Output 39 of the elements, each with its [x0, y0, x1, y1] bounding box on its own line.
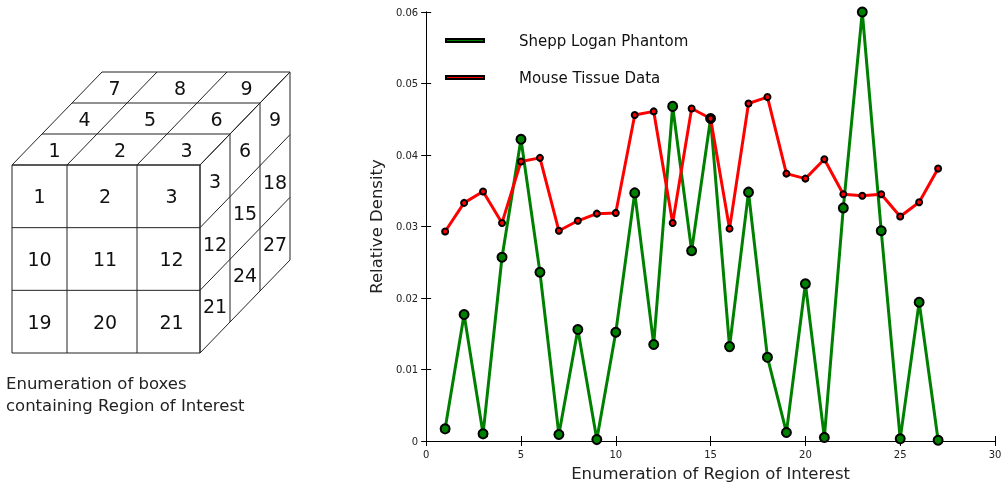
text: 15: [232, 201, 258, 224]
text: 18: [262, 170, 288, 193]
text: 1 2: [48, 138, 127, 161]
y-tick-label: 0.06: [395, 6, 419, 18]
text: 4 5: [78, 107, 157, 130]
text: 24: [232, 264, 258, 287]
text: 12: [202, 232, 228, 255]
y-tick-label: 0.02: [395, 292, 419, 304]
y-tick-label: 0: [411, 435, 419, 447]
x-axis-title: Enumeration of Region of Interest: [571, 464, 851, 483]
legend-label: Shepp Logan Phantom: [519, 31, 689, 50]
text: 3: [174, 138, 193, 161]
x-tick-label: 10: [609, 448, 623, 460]
x-tick-label: 25: [893, 448, 907, 460]
y-tick-label: 0.01: [395, 364, 419, 375]
text: 27: [262, 233, 288, 256]
y-tick-label: 0.04: [395, 149, 419, 161]
x-tick-label: 15: [704, 448, 717, 460]
text: 10 11: [27, 248, 118, 270]
text: Enumeration of boxes containing Region of Interest: [6, 373, 246, 417]
y-axis-title: Relative Density: [367, 159, 386, 294]
legend-label: Mouse Tissue Data: [519, 68, 661, 87]
y-tick-label: 0.03: [395, 221, 419, 232]
text: 6: [204, 107, 223, 130]
text: 19 20: [27, 310, 118, 333]
text: 9: [268, 107, 282, 130]
x-tick-label: 30: [988, 448, 1002, 460]
text: 12: [153, 248, 184, 270]
text: 21: [153, 310, 184, 333]
text: 1 2 3: [33, 185, 178, 208]
x-tick-label: 20: [799, 448, 812, 460]
x-tick-label: 0: [422, 448, 430, 460]
text: 6: [238, 138, 252, 161]
y-tick-label: 0.05: [395, 78, 419, 89]
text: 3: [208, 169, 222, 192]
x-tick-label: 5: [517, 448, 525, 460]
text: 7 8: [108, 76, 187, 99]
text: 21: [202, 295, 228, 318]
text: 9: [234, 76, 253, 99]
